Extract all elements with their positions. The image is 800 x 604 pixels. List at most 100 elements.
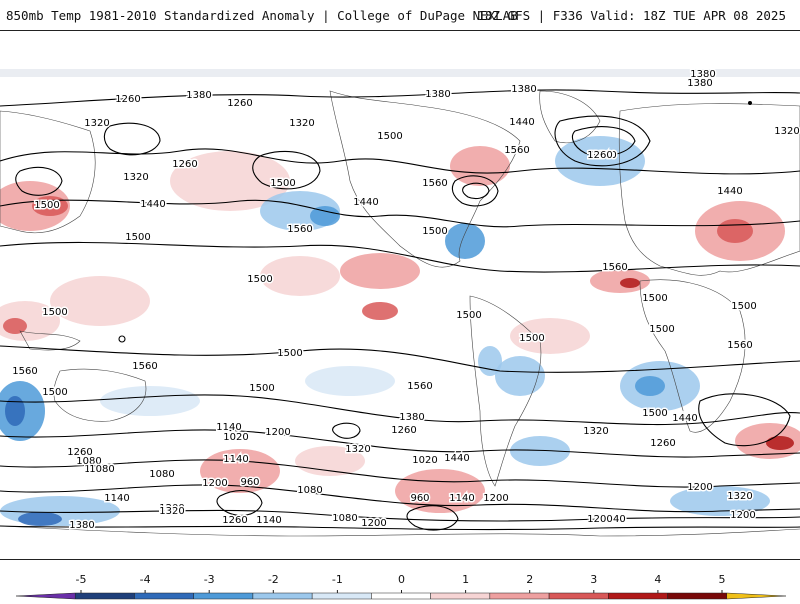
coastline-0 [329, 90, 521, 268]
contour-label-text: 1200 [361, 518, 386, 529]
colorbar-tick-label: -1 [332, 573, 343, 586]
contour-label-text: 1320 [774, 126, 799, 137]
contour-label-text: 1140 [216, 422, 241, 433]
coastline-5 [639, 279, 746, 433]
contour-line-19 [216, 490, 263, 516]
colorbar-segment [489, 592, 550, 600]
contour-label: 1320 [83, 117, 111, 131]
contour-label: 1500 [648, 323, 676, 337]
contour-label: 1260 [390, 424, 418, 438]
colorbar-segment [134, 592, 194, 600]
header: 850mb Temp 1981-2010 Standardized Anomal… [0, 0, 800, 30]
contour-line-13 [451, 175, 499, 207]
contour-label-text: 1080 [76, 456, 101, 467]
contour-label: 1440 [352, 196, 380, 210]
contour-label: 1380 [185, 89, 213, 103]
contour-label: 1440 [716, 185, 744, 199]
contour-label: 1560 [601, 261, 629, 275]
contour-label-text: 1200 [730, 510, 755, 521]
contour-label-text: 1500 [42, 387, 67, 398]
contour-label-text: 1140 [591, 150, 616, 161]
contour-label: 1140 [222, 453, 250, 467]
contour-label-text: 1380 [511, 84, 536, 95]
contour-label-text: 1320 [159, 506, 184, 517]
contour-line-7 [0, 459, 800, 488]
colorbar-tick-label: 1 [462, 573, 469, 586]
contour-line-15 [252, 150, 321, 190]
contour-line-5 [0, 394, 800, 426]
contour-label: 1380 [510, 83, 538, 97]
contour-label-text: 1440 [140, 199, 165, 210]
colorbar-segment [371, 592, 431, 600]
colorbar-tick-label: 5 [719, 573, 726, 586]
colorbar-segment [193, 592, 254, 600]
contour-label: 960 [409, 492, 431, 506]
contour-label: 1560 [503, 144, 531, 158]
contour-label: 960 [239, 476, 261, 490]
contour-label: 1320 [288, 117, 316, 131]
contour-label: 1080 [75, 455, 103, 469]
contour-label-text: 1200 [159, 503, 184, 514]
contour-label: 1500 [124, 231, 152, 245]
contour-label-text: 1320 [583, 426, 608, 437]
contour-label: 1500 [421, 225, 449, 239]
contour-label-text: 1500 [249, 383, 274, 394]
contour-label-text: 1320 [289, 118, 314, 129]
colorbar-tick-label: -2 [268, 573, 279, 586]
colorbar-segment [548, 592, 609, 600]
contour-label-text: 1020 [84, 464, 109, 475]
contour-label: 1260 [114, 93, 142, 107]
contour-label: 1560 [286, 223, 314, 237]
contour-label: 1320 [726, 490, 754, 504]
contour-label: 1560 [131, 360, 159, 374]
contour-label: 1500 [276, 347, 304, 361]
contour-label: 1500 [33, 199, 61, 213]
contour-label: 1440 [139, 198, 167, 212]
contour-label-text: 1020 [412, 455, 437, 466]
contour-label: 1380 [424, 88, 452, 102]
height-contours [0, 89, 800, 531]
contour-label: 1500 [641, 407, 669, 421]
contour-label: 1140 [215, 421, 243, 435]
anomaly-shading [0, 69, 800, 526]
contour-label-text: 1200 [202, 478, 227, 489]
model-run-info: 18Z GFS | F336 Valid: 18Z TUE APR 08 202… [477, 8, 786, 23]
contour-label: 1560 [726, 339, 754, 353]
contour-label-text: 1200 [483, 493, 508, 504]
contour-label: 1020 [411, 454, 439, 468]
contour-label: 1440 [508, 116, 536, 130]
contour-label: 1080 [331, 512, 359, 526]
contour-label: 1080 [88, 463, 116, 477]
contour-label-text: 1500 [125, 232, 150, 243]
contour-label-text: 1320 [123, 172, 148, 183]
contour-label-text: 1500 [519, 333, 544, 344]
contour-label-text: 960 [410, 493, 429, 504]
contour-label: 1080 [296, 484, 324, 498]
contour-label-text: 1560 [12, 366, 37, 377]
contour-line-10 [0, 525, 800, 531]
contour-label-text: 1560 [422, 178, 447, 189]
coastline-6 [19, 330, 81, 351]
contour-label-text: 1140 [600, 514, 625, 525]
contour-closed-low [118, 335, 126, 343]
contour-label: 1200 [264, 426, 292, 440]
contour-label: 1260 [66, 446, 94, 460]
colorbar-segment [252, 592, 313, 600]
coastline-4 [0, 110, 96, 234]
contour-label: 1260 [226, 97, 254, 111]
contour-line-16 [103, 122, 161, 156]
contour-label: 1500 [376, 130, 404, 144]
colorbar: -5 -4 -3 -2 -1 0 1 2 3 4 5 [0, 565, 800, 600]
contour-line-14 [462, 182, 490, 200]
contour-label-text: 1500 [649, 324, 674, 335]
contour-line-20 [406, 505, 459, 531]
contour-line-1 [0, 148, 800, 175]
contour-label: 1320 [582, 425, 610, 439]
contour-label-text: 1260 [227, 98, 252, 109]
contour-label: 1500 [41, 306, 69, 320]
contour-label-text: 1380 [687, 78, 712, 89]
colorbar-tick-label: -3 [204, 573, 215, 586]
colorbar-segment [430, 592, 491, 600]
contour-label: 1200 [586, 513, 614, 527]
